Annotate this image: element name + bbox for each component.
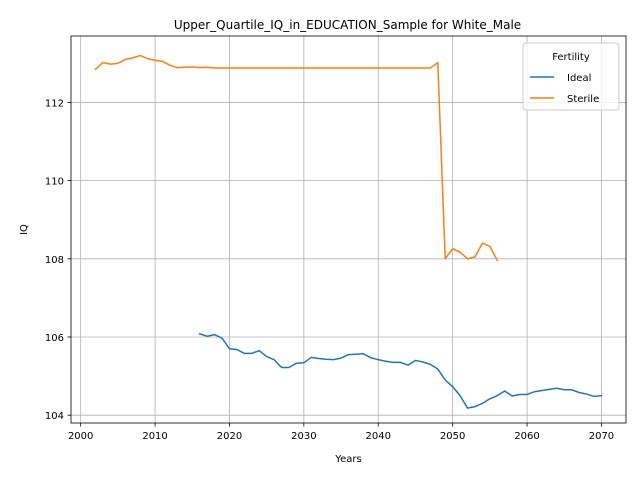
x-tick-label: 2040	[366, 431, 391, 442]
legend-label-sterile: Sterile	[567, 94, 599, 105]
x-tick-label: 2030	[291, 431, 316, 442]
x-tick-label: 2060	[514, 431, 539, 442]
x-tick-label: 2000	[68, 431, 93, 442]
y-axis-label: IQ	[19, 224, 30, 235]
y-tick-label: 106	[45, 333, 64, 344]
x-tick-label: 2020	[217, 431, 242, 442]
legend-title: Fertility	[552, 52, 590, 63]
y-tick-label: 104	[45, 411, 64, 422]
legend-label-ideal: Ideal	[567, 73, 591, 84]
legend: Fertility Ideal Sterile	[523, 43, 619, 110]
chart-title: Upper_Quartile_IQ_in_EDUCATION_Sample fo…	[174, 18, 521, 32]
x-tick-label: 2010	[142, 431, 167, 442]
y-tick-label: 112	[45, 98, 64, 109]
y-tick-label: 108	[45, 255, 64, 266]
x-axis-label: Years	[334, 454, 361, 465]
x-tick-label: 2070	[589, 431, 614, 442]
x-tick-label: 2050	[440, 431, 465, 442]
y-tick-label: 110	[45, 177, 64, 188]
